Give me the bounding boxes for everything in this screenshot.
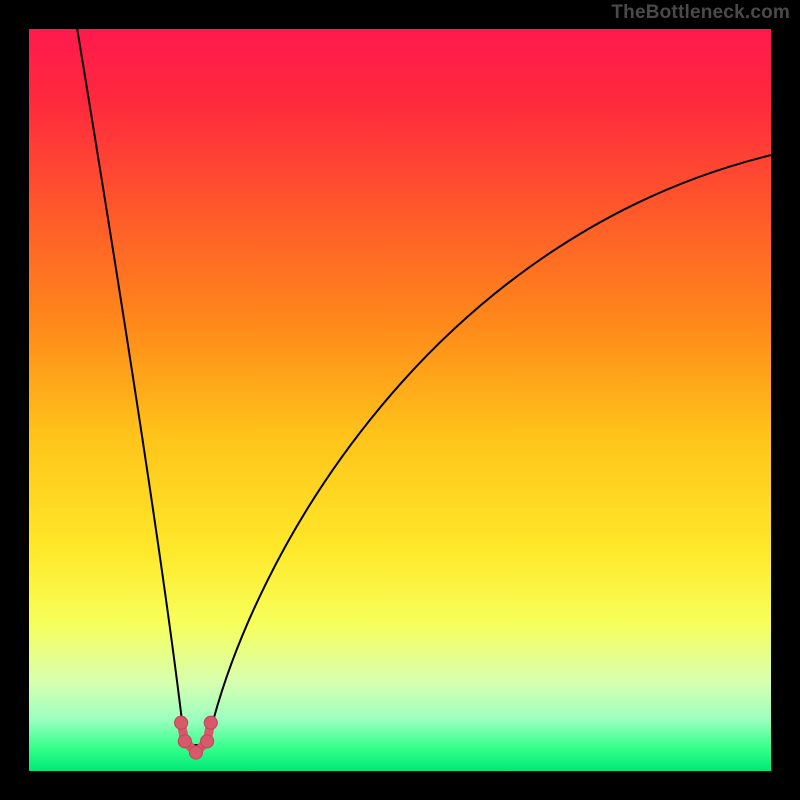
trough-marker-dot [175,716,188,729]
trough-marker-dot [178,735,191,748]
gradient-background [29,29,771,771]
trough-marker-dot [204,716,217,729]
watermark-text: TheBottleneck.com [611,2,790,24]
stage: TheBottleneck.com [0,0,800,800]
plot-svg [29,29,771,771]
trough-marker-dot [201,735,214,748]
trough-marker-dot [189,746,202,759]
